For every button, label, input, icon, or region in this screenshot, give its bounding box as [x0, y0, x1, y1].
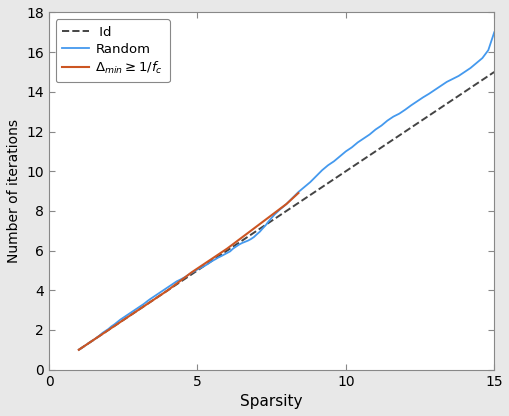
Random [256, 229, 262, 234]
$\Delta_{min} \geq 1/f_c$ [200, 262, 206, 267]
$\Delta_{min} \geq 1/f_c$ [283, 201, 289, 206]
$\Delta_{min} \geq 1/f_c$ [105, 327, 111, 332]
Line: Random: Random [78, 32, 493, 350]
$\Delta_{min} \geq 1/f_c$ [84, 342, 91, 347]
$\Delta_{min} \geq 1/f_c$ [153, 296, 159, 301]
$\Delta_{min} \geq 1/f_c$ [164, 288, 171, 293]
Random [277, 206, 283, 211]
Random [75, 347, 81, 352]
$\Delta_{min} \geq 1/f_c$ [212, 254, 218, 259]
$\Delta_{min} \geq 1/f_c$ [176, 279, 182, 284]
Random [295, 190, 301, 195]
$\Delta_{min} \geq 1/f_c$ [223, 246, 230, 251]
$\Delta_{min} \geq 1/f_c$ [271, 210, 277, 215]
Random [259, 226, 265, 231]
$\Delta_{min} \geq 1/f_c$ [93, 335, 99, 340]
$\Delta_{min} \geq 1/f_c$ [117, 319, 123, 324]
$\Delta_{min} \geq 1/f_c$ [140, 304, 147, 309]
Legend:  Id, Random, $\Delta_{min} \geq 1/f_c$: Id, Random, $\Delta_{min} \geq 1/f_c$ [55, 19, 169, 82]
$\Delta_{min} \geq 1/f_c$ [259, 219, 265, 224]
$\Delta_{min} \geq 1/f_c$ [236, 237, 242, 242]
$\Delta_{min} \geq 1/f_c$ [295, 191, 301, 196]
$\Delta_{min} \geq 1/f_c$ [129, 312, 135, 317]
Line: $\Delta_{min} \geq 1/f_c$: $\Delta_{min} \geq 1/f_c$ [78, 193, 298, 350]
X-axis label: Sparsity: Sparsity [240, 394, 302, 409]
Random [84, 342, 91, 347]
Y-axis label: Number of iterations: Number of iterations [7, 119, 21, 263]
$\Delta_{min} \geq 1/f_c$ [188, 270, 194, 275]
Random [407, 103, 413, 108]
$\Delta_{min} \geq 1/f_c$ [75, 347, 81, 352]
Random [490, 30, 496, 35]
$\Delta_{min} \geq 1/f_c$ [247, 228, 253, 233]
